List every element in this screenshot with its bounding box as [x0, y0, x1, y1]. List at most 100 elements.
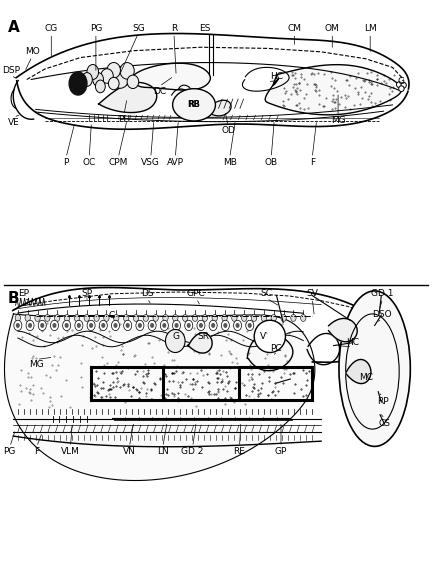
Ellipse shape — [87, 65, 99, 79]
Ellipse shape — [93, 73, 103, 86]
Ellipse shape — [221, 320, 229, 331]
Ellipse shape — [133, 314, 139, 321]
Text: V: V — [260, 332, 266, 341]
Ellipse shape — [173, 314, 178, 321]
Text: RP: RP — [377, 397, 388, 406]
Polygon shape — [206, 100, 231, 116]
Text: A: A — [8, 20, 20, 35]
Ellipse shape — [160, 320, 168, 331]
Circle shape — [163, 324, 165, 327]
Text: G: G — [173, 332, 180, 341]
Text: OM: OM — [325, 24, 340, 33]
Text: DS: DS — [141, 289, 153, 298]
Text: MC: MC — [359, 373, 373, 382]
Circle shape — [53, 324, 56, 327]
Text: B: B — [8, 291, 20, 306]
Text: P: P — [63, 158, 69, 167]
Ellipse shape — [281, 314, 286, 321]
Text: PG: PG — [90, 24, 102, 33]
Circle shape — [236, 324, 239, 327]
Ellipse shape — [163, 314, 168, 321]
Ellipse shape — [182, 314, 188, 321]
Text: F: F — [310, 158, 315, 167]
Polygon shape — [329, 319, 357, 342]
Ellipse shape — [339, 291, 410, 446]
Text: GD 2: GD 2 — [182, 447, 204, 456]
Polygon shape — [4, 314, 315, 480]
Text: GP: GP — [275, 447, 287, 456]
Text: R: R — [171, 24, 177, 33]
Circle shape — [175, 324, 178, 327]
Ellipse shape — [124, 320, 132, 331]
Text: SR: SR — [198, 332, 210, 341]
Text: CPM: CPM — [108, 158, 128, 167]
Circle shape — [248, 324, 251, 327]
Circle shape — [102, 324, 105, 327]
Ellipse shape — [64, 314, 70, 321]
Text: MB: MB — [223, 158, 237, 167]
Ellipse shape — [87, 320, 95, 331]
Ellipse shape — [173, 89, 215, 121]
Text: LN: LN — [157, 447, 169, 456]
Text: OB: OB — [264, 158, 278, 167]
Text: VSG: VSG — [141, 158, 160, 167]
Text: OC: OC — [83, 158, 96, 167]
Circle shape — [212, 324, 215, 327]
Ellipse shape — [82, 73, 92, 86]
Text: DC: DC — [153, 86, 166, 96]
Ellipse shape — [271, 314, 277, 321]
Text: OD: OD — [221, 126, 235, 135]
Ellipse shape — [62, 320, 70, 331]
Ellipse shape — [54, 314, 60, 321]
Ellipse shape — [136, 320, 144, 331]
Circle shape — [69, 72, 87, 95]
Text: VE: VE — [8, 118, 19, 127]
Text: CG: CG — [45, 24, 58, 33]
Text: SG: SG — [132, 24, 145, 33]
Ellipse shape — [209, 320, 217, 331]
Ellipse shape — [399, 86, 404, 92]
Ellipse shape — [234, 320, 242, 331]
Ellipse shape — [202, 314, 207, 321]
Ellipse shape — [15, 314, 21, 321]
Text: DSO: DSO — [372, 310, 392, 319]
Text: MG: MG — [330, 116, 346, 126]
Polygon shape — [99, 82, 157, 112]
Ellipse shape — [261, 314, 267, 321]
Ellipse shape — [185, 320, 193, 331]
Circle shape — [78, 324, 80, 327]
Circle shape — [17, 324, 19, 327]
Ellipse shape — [107, 63, 120, 78]
Ellipse shape — [212, 314, 217, 321]
Ellipse shape — [112, 320, 120, 331]
Ellipse shape — [50, 320, 58, 331]
Ellipse shape — [14, 320, 22, 331]
Ellipse shape — [165, 329, 185, 353]
Ellipse shape — [114, 314, 119, 321]
Circle shape — [200, 324, 202, 327]
Text: MO: MO — [25, 47, 40, 56]
Text: G: G — [398, 77, 405, 86]
Polygon shape — [188, 333, 212, 353]
Text: C: C — [108, 311, 115, 320]
Circle shape — [114, 324, 117, 327]
Circle shape — [126, 324, 129, 327]
Ellipse shape — [124, 314, 129, 321]
Text: AVP: AVP — [167, 158, 184, 167]
Text: MG: MG — [29, 359, 44, 369]
Ellipse shape — [84, 314, 89, 321]
Circle shape — [29, 324, 31, 327]
Ellipse shape — [246, 320, 254, 331]
Ellipse shape — [153, 314, 158, 321]
Ellipse shape — [26, 320, 34, 331]
Ellipse shape — [38, 320, 46, 331]
Text: PC: PC — [270, 344, 281, 353]
Ellipse shape — [197, 320, 205, 331]
Ellipse shape — [75, 320, 83, 331]
Ellipse shape — [99, 320, 107, 331]
Ellipse shape — [45, 314, 50, 321]
Ellipse shape — [232, 314, 237, 321]
Ellipse shape — [101, 69, 113, 84]
Ellipse shape — [108, 77, 119, 90]
Text: VLM: VLM — [61, 447, 80, 456]
